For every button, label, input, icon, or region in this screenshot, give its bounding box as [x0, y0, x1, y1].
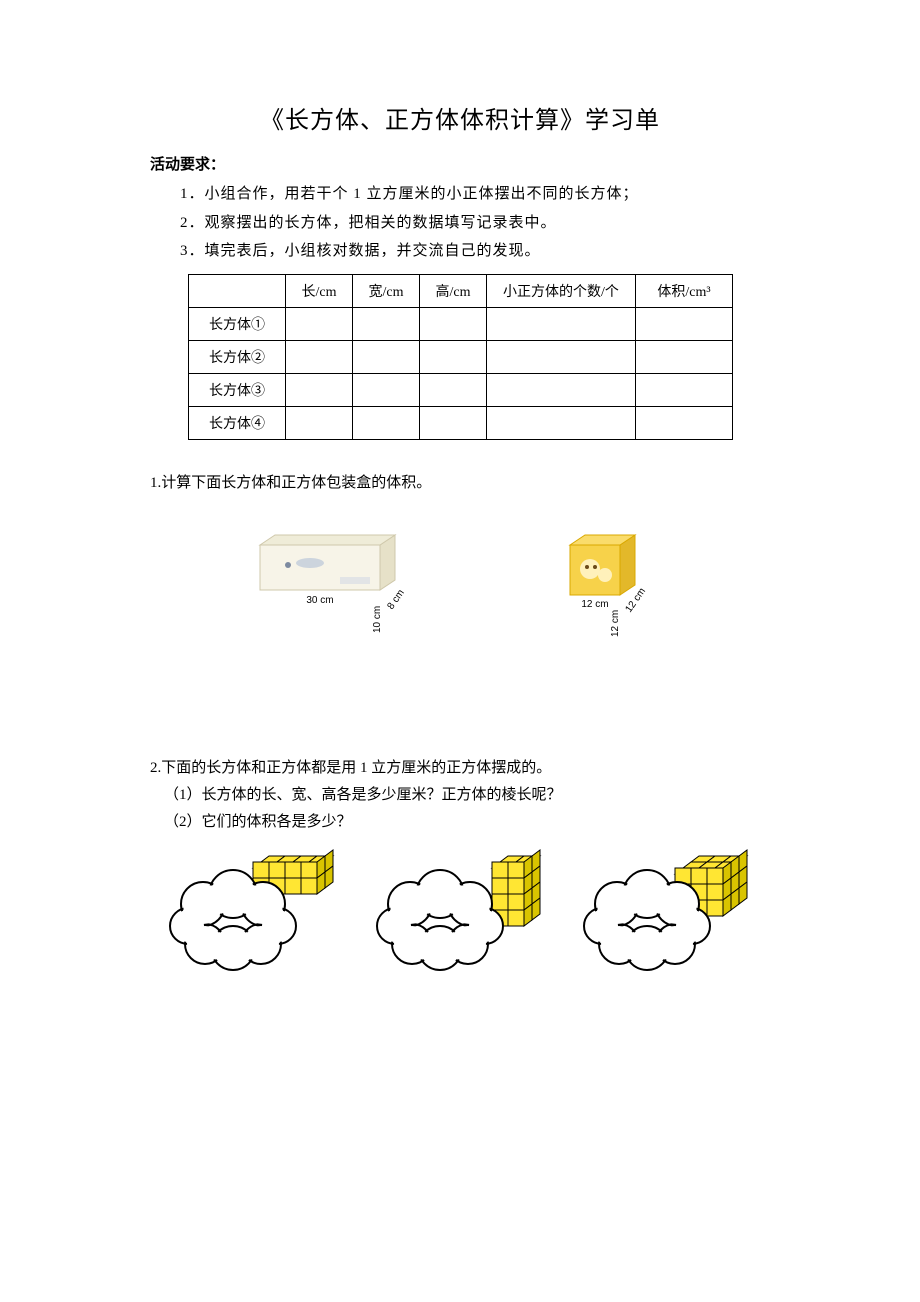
col-count: 小正方体的个数/个: [487, 274, 636, 307]
row-label: 长方体①: [189, 307, 286, 340]
row-label: 长方体③: [189, 373, 286, 406]
record-table: 长/cm 宽/cm 高/cm 小正方体的个数/个 体积/cm³ 长方体① 长方体…: [188, 274, 733, 440]
question-2-text: 2.下面的长方体和正方体都是用 1 立方厘米的正方体摆成的。: [150, 755, 770, 782]
cuboid-figure-3: [577, 846, 757, 976]
cell: [636, 406, 733, 439]
height-label: 10 cm: [372, 605, 383, 632]
cell: [636, 307, 733, 340]
cuboid-figure-2: [370, 846, 550, 976]
col-length: 长/cm: [286, 274, 353, 307]
cell: [636, 373, 733, 406]
table-header-row: 长/cm 宽/cm 高/cm 小正方体的个数/个 体积/cm³: [189, 274, 733, 307]
width-label: 8 cm: [385, 587, 406, 611]
question-2-sub1: （1）长方体的长、宽、高各是多少厘米？正方体的棱长呢？: [164, 782, 770, 809]
cell: [487, 307, 636, 340]
requirement-item: 3．填完表后，小组核对数据，并交流自己的发现。: [180, 237, 770, 266]
cuboid-figure-1: [163, 846, 343, 976]
q1-figures: 30 cm 8 cm 10 cm 12 cm 12 cm 12 cm: [150, 525, 770, 645]
page-title: 《长方体、正方体体积计算》学习单: [150, 100, 770, 135]
question-1: 1.计算下面长方体和正方体包装盒的体积。: [150, 470, 770, 497]
q2-figures: [150, 846, 770, 976]
requirement-item: 1．小组合作，用若干个 1 立方厘米的小正体摆出不同的长方体；: [180, 180, 770, 209]
col-height: 高/cm: [420, 274, 487, 307]
cell: [353, 340, 420, 373]
tissue-box-figure: 30 cm 8 cm 10 cm: [250, 525, 420, 645]
cell: [420, 340, 487, 373]
cell: [286, 307, 353, 340]
cell: [286, 340, 353, 373]
cell: [353, 307, 420, 340]
cell: [420, 373, 487, 406]
question-1-text: 1.计算下面长方体和正方体包装盒的体积。: [150, 470, 770, 497]
row-label: 长方体④: [189, 406, 286, 439]
cell: [353, 373, 420, 406]
cell: [487, 373, 636, 406]
col-width: 宽/cm: [353, 274, 420, 307]
length-label: 30 cm: [306, 595, 333, 606]
requirements-list: 1．小组合作，用若干个 1 立方厘米的小正体摆出不同的长方体； 2．观察摆出的长…: [180, 180, 770, 266]
cell: [286, 406, 353, 439]
cell: [487, 340, 636, 373]
col-volume: 体积/cm³: [636, 274, 733, 307]
row-label: 长方体②: [189, 340, 286, 373]
col-blank: [189, 274, 286, 307]
table-row: 长方体①: [189, 307, 733, 340]
cell: [286, 373, 353, 406]
requirement-item: 2．观察摆出的长方体，把相关的数据填写记录表中。: [180, 209, 770, 238]
cell: [420, 307, 487, 340]
table-row: 长方体③: [189, 373, 733, 406]
table-row: 长方体④: [189, 406, 733, 439]
question-2: 2.下面的长方体和正方体都是用 1 立方厘米的正方体摆成的。 （1）长方体的长、…: [150, 755, 770, 836]
activity-label: 活动要求：: [150, 153, 770, 174]
question-2-sub2: （2）它们的体积各是多少？: [164, 809, 770, 836]
height-label: 12 cm: [610, 609, 621, 636]
length-label: 12 cm: [581, 599, 608, 610]
cell: [420, 406, 487, 439]
cell: [353, 406, 420, 439]
cube-box-figure: 12 cm 12 cm 12 cm: [560, 525, 670, 645]
cell: [487, 406, 636, 439]
table-row: 长方体②: [189, 340, 733, 373]
cell: [636, 340, 733, 373]
